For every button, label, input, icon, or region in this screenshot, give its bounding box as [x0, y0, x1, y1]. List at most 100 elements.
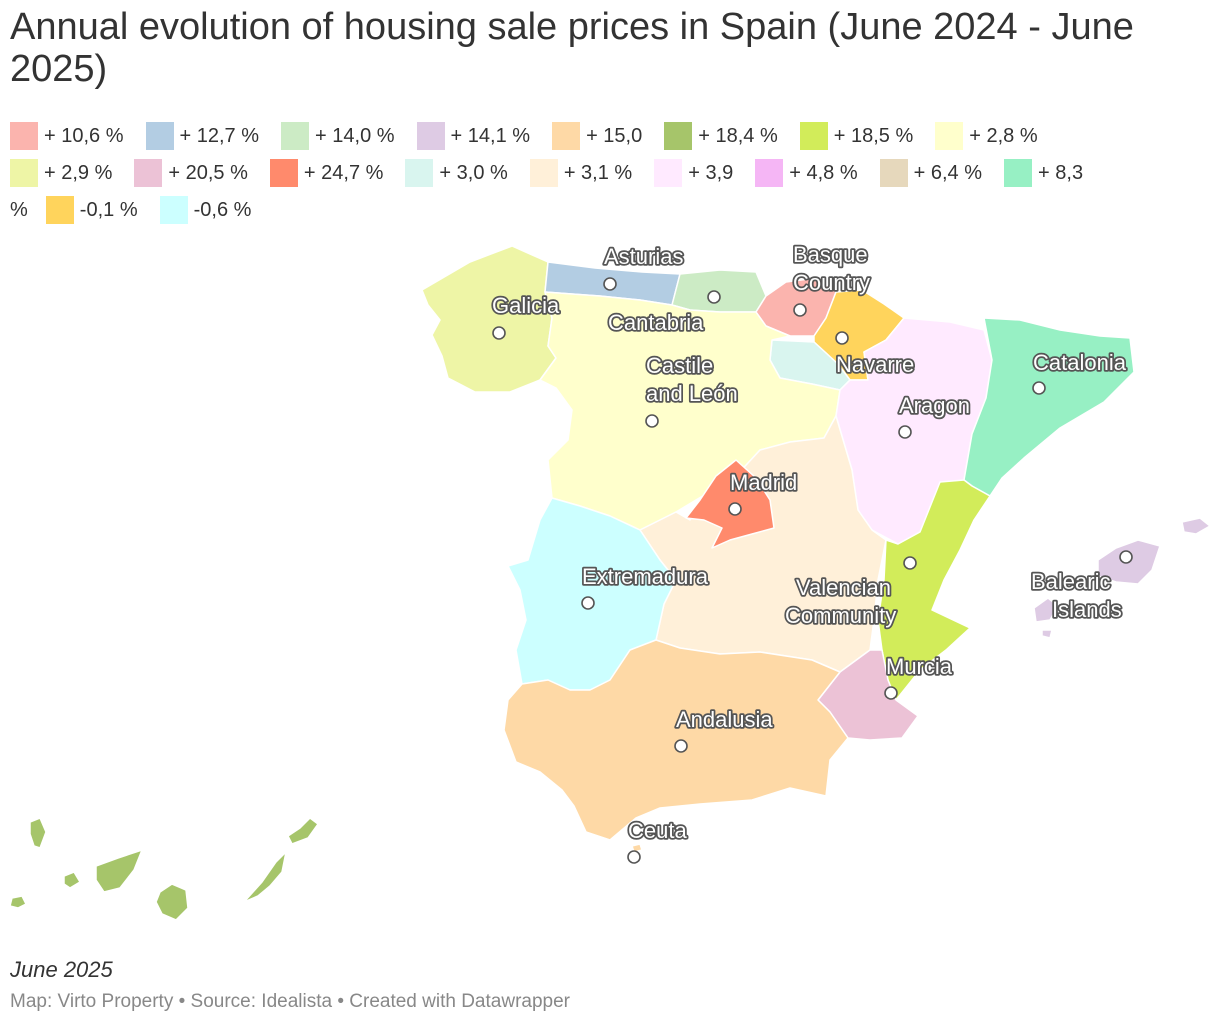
- region-balearic-formentera[interactable]: [1041, 629, 1053, 639]
- legend: + 10,6 % + 12,7 % + 14,0 % + 14,1 % + 15…: [10, 118, 1210, 229]
- marker-valencia[interactable]: [903, 556, 917, 570]
- legend-swatch: [552, 122, 581, 150]
- marker-cantabria[interactable]: [707, 290, 721, 304]
- legend-item: + 12,7 %: [145, 122, 260, 150]
- marker-madrid[interactable]: [728, 502, 742, 516]
- marker-extremadura[interactable]: [581, 596, 595, 610]
- legend-item: + 2,8 %: [935, 122, 1038, 150]
- legend-swatch: [416, 122, 445, 150]
- label-navarre: Navarre: [836, 352, 914, 377]
- legend-label: -0,1 %: [79, 198, 138, 221]
- label-cantabria: Cantabria: [608, 310, 704, 335]
- legend-label: + 4,8 %: [789, 161, 858, 184]
- region-canary-tenerife[interactable]: [95, 849, 143, 893]
- legend-label: + 18,5 %: [833, 124, 914, 147]
- marker-balearic[interactable]: [1119, 550, 1133, 564]
- marker-basque[interactable]: [793, 303, 807, 317]
- legend-label: + 12,7 %: [179, 124, 260, 147]
- legend-swatch: [269, 159, 298, 187]
- legend-swatch: [134, 159, 163, 187]
- legend-label: + 3,9: [688, 161, 734, 184]
- region-canary-gomera[interactable]: [63, 871, 81, 889]
- label-valencia-1: Valencian: [796, 575, 891, 600]
- legend-label: + 10,6 %: [44, 124, 124, 147]
- marker-murcia[interactable]: [884, 686, 898, 700]
- label-valencia-2: Community: [785, 603, 896, 628]
- legend-swatch: [10, 122, 38, 150]
- region-canary-hierro[interactable]: [9, 895, 27, 909]
- region-andalusia[interactable]: [503, 639, 849, 841]
- legend-label: + 15,0: [586, 124, 643, 147]
- marker-castile-leon[interactable]: [645, 414, 659, 428]
- legend-item: + 10,6 %: [10, 122, 124, 150]
- legend-item: + 3,1 %: [529, 159, 632, 187]
- footer-credits: Map: Virto Property • Source: Idealista …: [10, 991, 570, 1012]
- label-extremadura: Extremadura: [582, 564, 709, 589]
- legend-item: -0,1 %: [45, 196, 138, 224]
- legend-label: + 8,3: [1038, 161, 1084, 184]
- marker-catalonia[interactable]: [1032, 381, 1046, 395]
- legend-item: + 15,0: [552, 122, 642, 150]
- legend-item: + 14,1 %: [416, 122, 531, 150]
- legend-swatch: [755, 159, 784, 187]
- region-balearic-menorca[interactable]: [1181, 517, 1211, 535]
- region-catalonia[interactable]: [963, 317, 1135, 497]
- legend-item: + 3,0 %: [405, 159, 508, 187]
- legend-item: + 2,9 %: [10, 159, 112, 187]
- legend-label: + 18,4 %: [698, 124, 778, 147]
- region-canary-grancanaria[interactable]: [155, 883, 189, 921]
- marker-galicia[interactable]: [492, 326, 506, 340]
- region-balearic-ibiza[interactable]: [1033, 597, 1059, 623]
- region-canary-lanzarote[interactable]: [287, 817, 319, 845]
- label-castile-2: and León: [646, 381, 738, 406]
- legend-row-3: % -0,1 % -0,6 %: [10, 192, 1210, 228]
- legend-swatch: [799, 122, 828, 150]
- legend-label: + 20,5 %: [168, 161, 248, 184]
- legend-label: + 2,9 %: [44, 161, 113, 184]
- legend-swatch: [529, 159, 558, 187]
- legend-swatch: [935, 122, 964, 150]
- label-catalonia: Catalonia: [1033, 350, 1127, 375]
- marker-asturias[interactable]: [603, 277, 617, 291]
- region-madrid[interactable]: [685, 459, 775, 549]
- label-balearic-1: Balearic: [1031, 569, 1110, 594]
- label-castile-1: Castile: [646, 353, 713, 378]
- label-balearic-2: Islands: [1052, 597, 1122, 622]
- legend-swatch: [654, 159, 683, 187]
- legend-label: + 2,8 %: [969, 124, 1038, 147]
- marker-ceuta[interactable]: [627, 850, 641, 864]
- spain-map: Asturias Galicia Cantabria Basque Countr…: [9, 240, 1211, 921]
- legend-item: + 18,4 %: [664, 122, 778, 150]
- region-valencia[interactable]: [877, 479, 991, 701]
- legend-label: + 6,4 %: [913, 161, 983, 184]
- marker-andalusia[interactable]: [674, 739, 688, 753]
- legend-label-wrap: %: [10, 198, 28, 221]
- legend-swatch: [281, 122, 310, 150]
- legend-item: + 4,8 %: [755, 159, 858, 187]
- label-ceuta: Ceuta: [628, 818, 687, 843]
- label-basque-2: Country: [793, 270, 870, 295]
- region-galicia[interactable]: [421, 245, 557, 393]
- label-murcia: Murcia: [886, 654, 953, 679]
- legend-swatch: [145, 122, 174, 150]
- marker-navarre[interactable]: [835, 331, 849, 345]
- region-ceuta[interactable]: [631, 843, 643, 853]
- legend-item: + 6,4 %: [879, 159, 983, 187]
- region-canary-fuerteventura[interactable]: [243, 851, 287, 903]
- label-galicia: Galicia: [492, 293, 560, 318]
- marker-aragon[interactable]: [898, 425, 912, 439]
- legend-label: + 14,1 %: [450, 124, 531, 147]
- map-title: Annual evolution of housing sale prices …: [10, 6, 1134, 90]
- label-basque-1: Basque: [793, 242, 868, 267]
- label-asturias: Asturias: [604, 244, 683, 269]
- legend-swatch: [1004, 159, 1033, 187]
- region-cantabria[interactable]: [671, 269, 767, 313]
- region-canary-lapalma[interactable]: [29, 817, 47, 849]
- legend-label: + 14,0 %: [315, 124, 395, 147]
- legend-swatch: [45, 196, 74, 224]
- date-note: June 2025: [10, 957, 113, 982]
- legend-item: + 18,5 %: [799, 122, 914, 150]
- legend-item: + 20,5 %: [134, 159, 248, 187]
- legend-label: + 24,7 %: [303, 161, 384, 184]
- legend-swatch: [10, 159, 38, 187]
